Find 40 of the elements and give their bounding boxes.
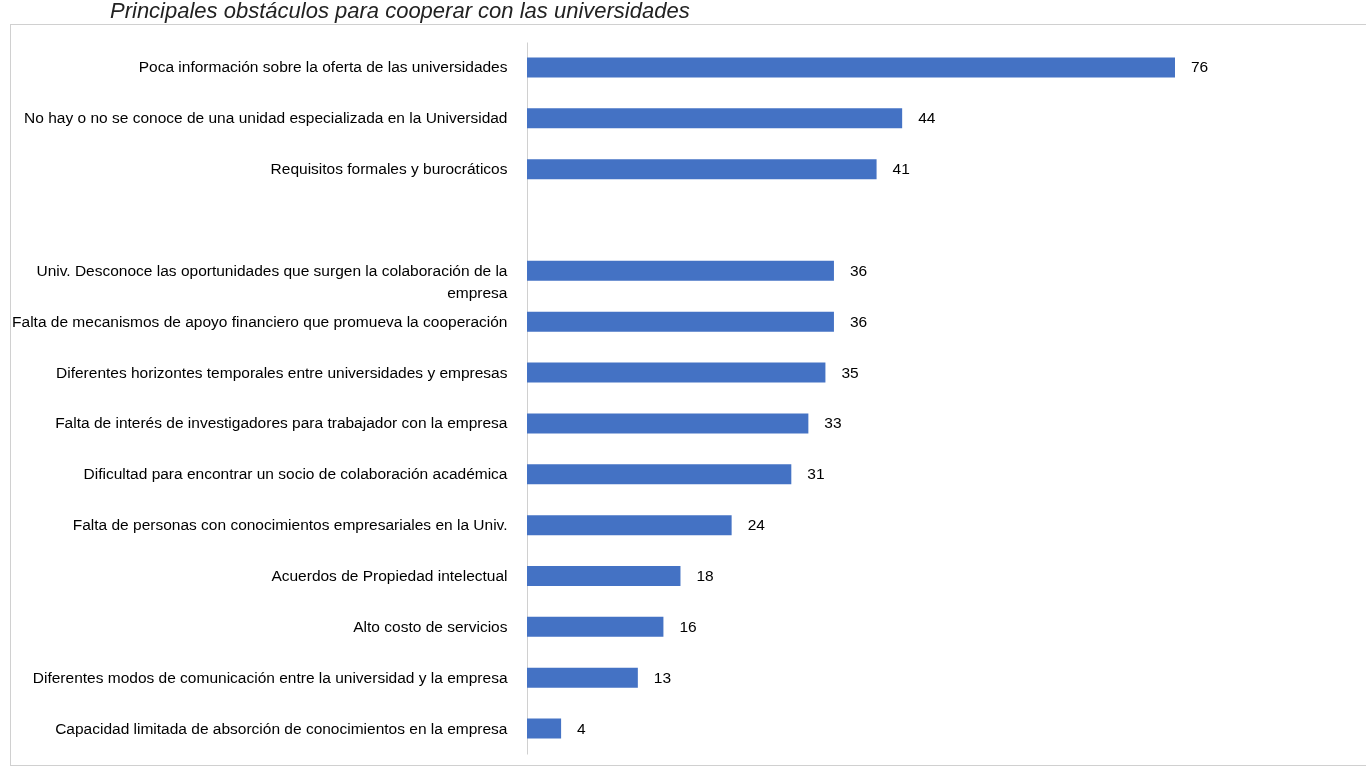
bar xyxy=(527,57,1175,78)
data-label: 13 xyxy=(653,668,672,686)
bar xyxy=(527,616,664,637)
y-tick-label: Capacidad limitada de absorción de conocimientos en la empresa xyxy=(55,719,508,737)
y-tick-label: Requisitos formales y burocráticos xyxy=(270,160,508,178)
data-label: 33 xyxy=(824,414,842,432)
bar xyxy=(527,566,681,586)
y-tick-label: Alto costo de servicios xyxy=(353,617,508,635)
data-label: 24 xyxy=(747,516,766,534)
y-tick-label: Univ. Desconoce las oportunidades que surgen la colaboración de la empresa xyxy=(36,261,508,301)
data-label: 44 xyxy=(918,109,936,127)
data-label: 16 xyxy=(679,617,697,635)
y-tick-label: Falta de interés de investigadores para trabajador con la empresa xyxy=(55,414,508,432)
bar xyxy=(527,311,834,332)
y-tick-label: Poca información sobre la oferta de las universidades xyxy=(138,58,508,76)
data-label: 36 xyxy=(849,312,868,330)
bar xyxy=(527,108,903,129)
bar xyxy=(527,515,732,536)
data-label: 4 xyxy=(577,719,587,737)
y-tick-label: Falta de personas con conocimientos empresariales en la Univ. xyxy=(72,516,508,534)
y-tick-label: Diferentes modos de comunicación entre la universidad y la empresa xyxy=(32,668,508,686)
data-label: 31 xyxy=(807,465,825,483)
bar xyxy=(527,464,792,485)
data-label: 41 xyxy=(892,160,910,178)
bar xyxy=(527,667,638,688)
bar xyxy=(527,413,809,434)
y-tick-label: No hay o no se conoce de una unidad especializada en la Universidad xyxy=(24,109,508,127)
bar xyxy=(527,159,877,180)
chart-title: Principales obstáculos para cooperar con las universidades xyxy=(109,0,691,24)
data-label: 76 xyxy=(1191,58,1209,76)
bar xyxy=(527,260,834,281)
bar xyxy=(527,362,826,383)
data-label: 36 xyxy=(849,261,868,279)
data-label: 35 xyxy=(841,363,859,381)
y-tick-label: Acuerdos de Propiedad intelectual xyxy=(271,567,508,584)
bar xyxy=(527,718,562,739)
data-label: 18 xyxy=(696,567,714,584)
y-tick-label: Dificultad para encontrar un socio de colaboración académica xyxy=(83,465,508,483)
y-tick-label: Falta de mecanismos de apoyo financiero que promueva la cooperación xyxy=(12,312,508,330)
y-tick-label: Diferentes horizontes temporales entre universidades y empresas xyxy=(56,363,508,381)
